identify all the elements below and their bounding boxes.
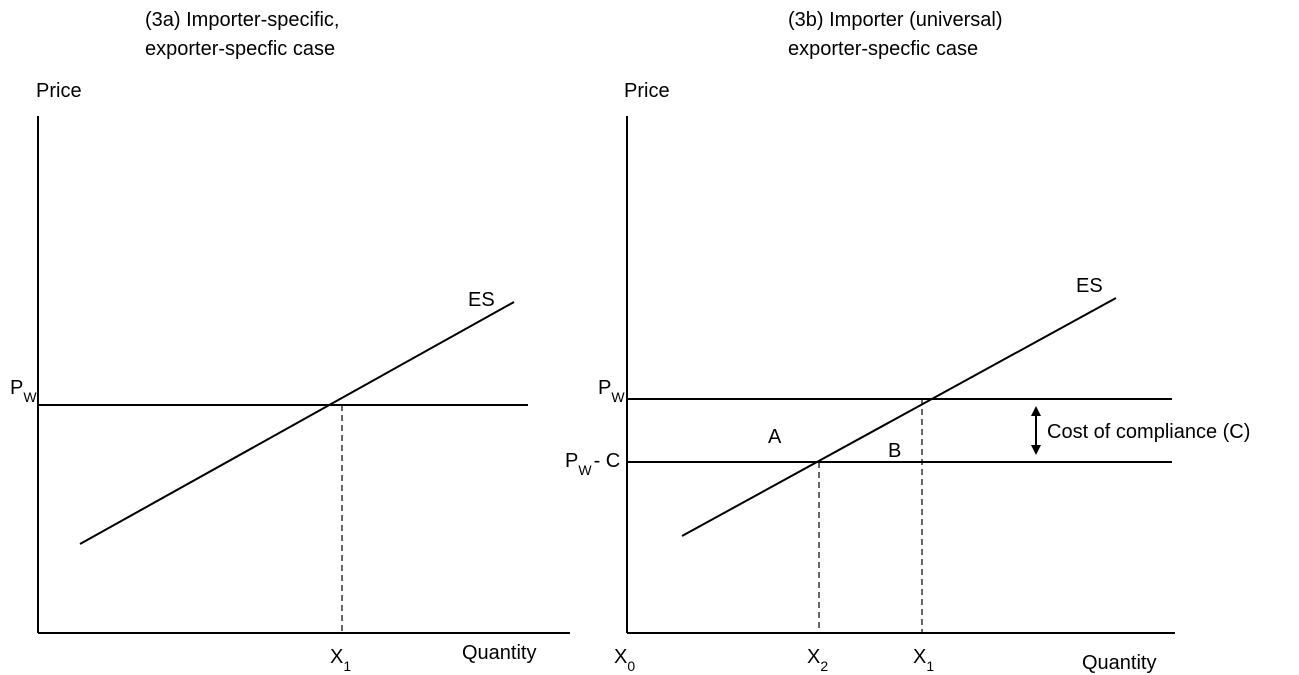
panel-a-pw-label: PW bbox=[10, 377, 37, 405]
panel-b: (3b) Importer (universal) exporter-specf… bbox=[565, 9, 1250, 674]
panel-b-x1-label: X1 bbox=[913, 646, 934, 674]
panel-a-x1-label: X1 bbox=[330, 646, 351, 674]
panel-b-area-a-label: A bbox=[768, 426, 782, 448]
panel-b-cost-label: Cost of compliance (C) bbox=[1047, 421, 1250, 443]
panel-b-export-supply-curve bbox=[681, 297, 1117, 537]
panel-a-title-line2: exporter-specfic case bbox=[145, 38, 335, 60]
panel-b-title-line1: (3b) Importer (universal) bbox=[788, 9, 1003, 31]
panel-b-pw-label: PW bbox=[598, 377, 625, 405]
panel-a-es-label: ES bbox=[468, 289, 495, 311]
panel-b-es-label: ES bbox=[1076, 275, 1103, 297]
panel-b-x-axis-label: Quantity bbox=[1082, 652, 1156, 674]
panel-b-title-line2: exporter-specfic case bbox=[788, 38, 978, 60]
panel-a-x-axis-label: Quantity bbox=[462, 642, 536, 664]
panel-a-y-axis-label: Price bbox=[36, 80, 82, 102]
panel-b-pw-minus-c-label: PW - C bbox=[565, 450, 620, 478]
panel-b-y-axis-label: Price bbox=[624, 80, 670, 102]
panel-a-export-supply-curve bbox=[79, 301, 515, 545]
panel-b-area-b-label: B bbox=[888, 440, 901, 462]
panel-b-x2-label: X2 bbox=[807, 646, 828, 674]
panel-b-x0-label: X0 bbox=[614, 646, 635, 674]
panel-a-title-line1: (3a) Importer-specific, bbox=[145, 9, 340, 31]
panel-a: (3a) Importer-specific, exporter-specfic… bbox=[10, 9, 570, 674]
